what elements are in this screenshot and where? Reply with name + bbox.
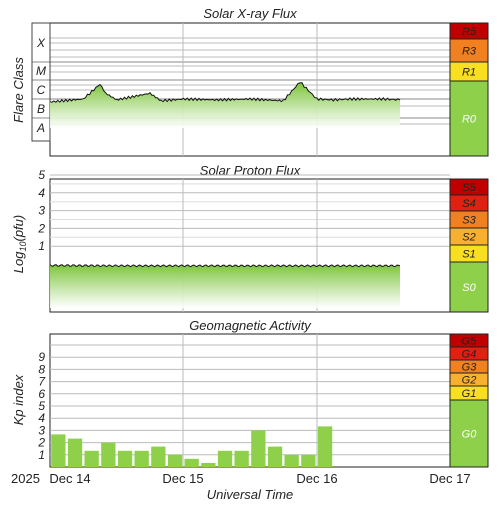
kp-bars [51, 426, 333, 467]
kp-tick-8: 8 [38, 362, 45, 376]
kp-bar [267, 446, 283, 467]
proton-panel: 5 4 3 2 1 S5 S4 S3 S2 S1 S0 [37, 168, 489, 313]
proton-tick-1: 1 [38, 239, 45, 253]
kp-bar [251, 430, 266, 467]
flare-class-b: B [37, 102, 45, 116]
kp-bar [217, 450, 233, 467]
x-axis-year: 2025 [11, 471, 40, 486]
xray-flux-area [50, 82, 400, 128]
xray-flux-line [49, 82, 401, 103]
x-tick-3: Dec 17 [429, 471, 470, 486]
proton-tick-3: 3 [38, 204, 45, 218]
kp-scale-g4-label: G4 [462, 349, 477, 361]
proton-flux-area [50, 264, 400, 308]
kp-bar [67, 438, 83, 467]
kp-title: Geomagnetic Activity [189, 318, 312, 333]
kp-bar [84, 450, 99, 467]
kp-scale-g0-box [449, 399, 489, 468]
kp-tick-9: 9 [38, 350, 45, 364]
kp-bar [151, 446, 166, 467]
xray-scale-r0-box [449, 80, 489, 157]
s-scale: S5 S4 S3 S2 S1 S0 [449, 178, 489, 313]
kp-bar [301, 454, 316, 467]
proton-title: Solar Proton Flux [200, 163, 301, 178]
xray-scale-r0-label: R0 [462, 114, 477, 126]
x-tick-1: Dec 15 [162, 471, 203, 486]
kp-bar [201, 463, 216, 467]
proton-scale-s1-label: S1 [462, 249, 475, 261]
proton-tick-4: 4 [38, 186, 45, 200]
kp-tick-7: 7 [38, 375, 46, 389]
kp-bar [167, 454, 183, 467]
kp-scale-g5-label: G5 [462, 336, 478, 348]
x-axis: 2025 Dec 14 Dec 15 Dec 16 Dec 17 Univers… [11, 471, 471, 502]
proton-scale-s0-box [449, 261, 489, 313]
kp-bar [101, 442, 116, 467]
proton-scale-s5-label: S5 [462, 182, 476, 194]
x-tick-0: Dec 14 [49, 471, 90, 486]
kp-tick-1: 1 [38, 448, 45, 462]
x-tick-2: Dec 16 [296, 471, 337, 486]
proton-flux-line [49, 264, 401, 268]
kp-bar [284, 454, 299, 467]
proton-ylabel: Log10(pfu) [11, 215, 28, 273]
flare-class-a: A [36, 121, 45, 135]
proton-scale-s4-label: S4 [462, 198, 475, 210]
kp-scale-g2-label: G2 [462, 375, 477, 387]
kp-tick-4: 4 [38, 411, 45, 425]
kp-tick-2: 2 [37, 436, 45, 450]
kp-bar [317, 426, 333, 467]
proton-tick-5: 5 [38, 168, 45, 182]
flare-class-x: X [36, 36, 46, 50]
x-axis-label: Universal Time [207, 487, 294, 502]
kp-bar [234, 450, 249, 467]
xray-ylabel: Flare Class [11, 57, 26, 123]
kp-scale-g3-label: G3 [462, 362, 478, 374]
r-scale: R5 R3 R1 R0 [449, 22, 489, 157]
proton-tick-2: 2 [37, 221, 45, 235]
proton-scale-s2-label: S2 [462, 232, 475, 244]
proton-scale-s0-label: S0 [462, 282, 476, 294]
kp-scale-g1-label: G1 [462, 388, 477, 400]
kp-bar [134, 450, 149, 467]
kp-bar [184, 458, 199, 467]
flare-class-c: C [37, 83, 46, 97]
kp-scale-g0-label: G0 [462, 429, 478, 441]
xray-title: Solar X-ray Flux [203, 6, 297, 21]
xray-scale-r3-label: R3 [462, 46, 477, 58]
xray-scale-r5-label: R5 [462, 26, 477, 38]
kp-bar [51, 434, 66, 467]
xray-scale-r1-label: R1 [462, 67, 476, 79]
proton-scale-s3-label: S3 [462, 215, 476, 227]
kp-tick-3: 3 [38, 423, 45, 437]
kp-ylabel: Kp index [11, 374, 26, 425]
flare-class-m: M [36, 64, 46, 78]
kp-tick-6: 6 [38, 387, 45, 401]
kp-bar [117, 450, 133, 467]
kp-tick-5: 5 [38, 399, 45, 413]
